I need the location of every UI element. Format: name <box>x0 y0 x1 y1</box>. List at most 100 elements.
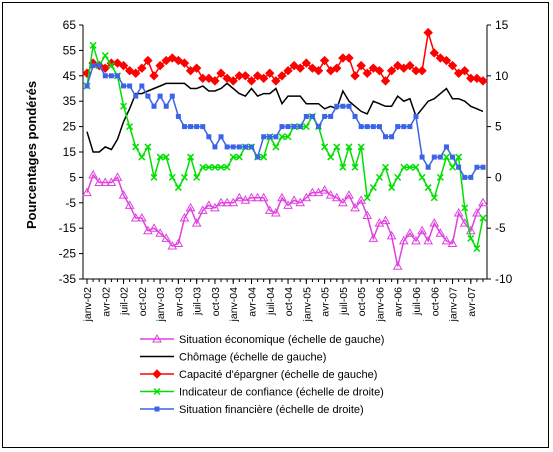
data-point <box>203 200 214 209</box>
data-point <box>139 83 145 89</box>
right-tick-label: 0 <box>495 170 502 184</box>
data-point <box>261 134 267 140</box>
data-point <box>449 163 457 171</box>
data-point <box>313 66 324 76</box>
data-point <box>405 228 415 237</box>
data-point <box>472 207 482 217</box>
x-tick-label: oct-02 <box>137 287 149 316</box>
data-point <box>187 153 195 161</box>
data-point <box>406 163 414 171</box>
data-point <box>273 134 279 140</box>
data-point <box>398 235 409 245</box>
data-point <box>191 218 202 227</box>
data-point <box>89 41 97 49</box>
data-point <box>155 60 165 71</box>
data-point <box>412 163 420 171</box>
data-point <box>154 406 160 412</box>
data-point <box>149 71 159 81</box>
data-point <box>350 71 360 81</box>
data-point <box>143 55 153 66</box>
data-point <box>223 163 231 171</box>
data-point <box>375 173 383 181</box>
x-tick-label: juil-02 <box>119 287 131 316</box>
x-tick-label: janv-02 <box>82 287 94 323</box>
data-point <box>133 93 139 99</box>
data-point <box>118 190 129 199</box>
data-point <box>356 195 367 204</box>
data-point <box>479 214 487 222</box>
right-tick-label: 10 <box>495 69 509 83</box>
data-point <box>285 124 291 130</box>
series-layer <box>82 27 488 270</box>
data-point <box>272 143 280 151</box>
data-point <box>297 124 303 130</box>
data-point <box>394 173 402 181</box>
data-point <box>392 261 403 270</box>
data-point <box>240 71 251 81</box>
data-point <box>423 27 433 38</box>
data-point <box>179 58 190 68</box>
data-point <box>112 172 123 181</box>
data-point <box>222 197 232 207</box>
data-point <box>152 369 162 379</box>
data-point <box>230 144 236 150</box>
x-tick-label: janv-05 <box>301 287 313 323</box>
data-point <box>167 240 178 250</box>
data-point <box>212 144 218 150</box>
data-point <box>400 163 408 171</box>
data-point <box>162 153 170 161</box>
data-point <box>362 68 372 78</box>
left-tick-label: 45 <box>63 69 77 83</box>
data-point <box>466 73 476 84</box>
data-point <box>417 66 427 76</box>
data-point <box>94 177 105 186</box>
data-point <box>352 113 358 119</box>
x-tick-label: juil-03 <box>192 287 204 316</box>
data-point <box>313 187 324 197</box>
data-point <box>234 71 245 81</box>
data-point <box>131 68 141 78</box>
data-point <box>411 66 421 76</box>
x-tick-label: avr-02 <box>100 287 112 317</box>
left-tick-label: 5 <box>69 170 76 184</box>
data-point <box>302 123 310 131</box>
left-tick-label: -5 <box>65 196 76 210</box>
data-point <box>228 197 239 207</box>
data-point <box>474 164 480 170</box>
data-point <box>217 163 225 171</box>
x-tick-label: oct-05 <box>356 287 368 316</box>
data-point <box>277 71 287 81</box>
data-point <box>338 53 348 63</box>
data-point <box>368 233 379 242</box>
data-point <box>163 103 169 109</box>
left-tick-label: 35 <box>63 94 77 108</box>
x-tick-label: oct-03 <box>210 287 222 316</box>
data-point <box>401 124 407 130</box>
data-point <box>258 192 269 202</box>
data-point <box>295 63 305 73</box>
x-tick-label: avr-06 <box>393 287 405 317</box>
data-point <box>124 200 135 209</box>
data-point <box>211 163 219 171</box>
right-axis-ticks: -10 -5 0 5 10 15 <box>487 18 513 286</box>
data-point <box>419 154 425 160</box>
legend-label: Situation économique (échelle de gauche) <box>179 334 384 346</box>
data-point <box>121 83 127 89</box>
left-tick-label: 55 <box>63 43 77 57</box>
data-point <box>363 194 371 202</box>
legend-label: Chômage (échelle de gauche) <box>179 352 326 364</box>
data-point <box>235 153 243 161</box>
data-point <box>205 163 213 171</box>
data-point <box>436 173 444 181</box>
left-axis-ticks: -35 -25 -15 -5 5 15 25 35 45 55 65 <box>59 18 83 286</box>
data-point <box>331 192 342 202</box>
x-tick-label: oct-06 <box>429 287 441 316</box>
data-point <box>322 113 328 119</box>
x-tick-label: juil-05 <box>338 287 350 316</box>
data-point <box>234 192 245 202</box>
data-point <box>473 244 481 253</box>
data-point <box>180 173 189 181</box>
right-tick-label: -10 <box>495 272 513 286</box>
data-point <box>309 113 315 119</box>
data-point <box>143 225 153 235</box>
